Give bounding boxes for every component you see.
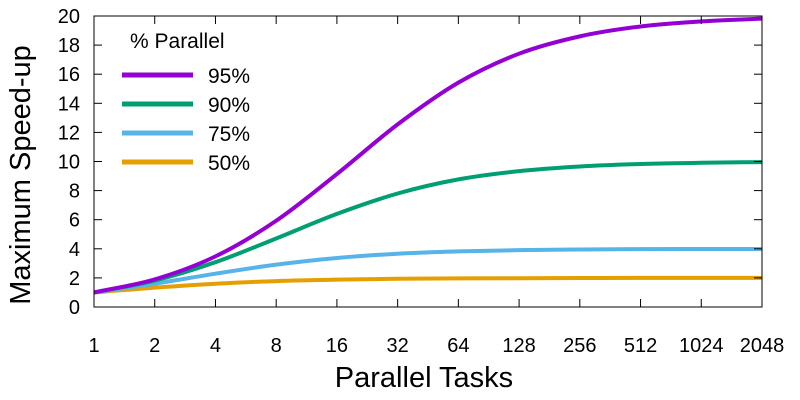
legend-title: % Parallel [130,30,225,53]
legend-label-50pct: 50% [208,152,250,175]
y-tick-label: 12 [58,122,80,144]
x-tick-label: 128 [502,335,535,357]
series-line-75pct [93,246,762,295]
x-tick-label: 32 [387,335,409,357]
plot-lines [93,16,763,295]
y-tick-label: 6 [69,210,80,232]
x-tick-label: 1024 [679,335,724,357]
y-tick-label: 2 [69,268,80,290]
legend-label-95pct: 95% [208,65,250,88]
y-tick-label: 4 [69,239,80,261]
y-axis-title: Maximum Speed-up [5,45,37,305]
x-tick-label: 4 [210,335,221,357]
x-tick-label: 64 [447,335,469,357]
x-tick-label: 512 [624,335,657,357]
x-tick-label: 8 [271,335,282,357]
y-tick-label: 10 [58,152,80,174]
x-tick-label: 16 [326,335,348,357]
series-line-95pct [93,16,763,295]
x-tick-label: 2 [149,335,160,357]
legend-label-90pct: 90% [208,94,250,117]
x-axis: 1 2 4 8 16 32 64 128 256 512 1024 2048 [88,16,784,357]
y-tick-label: 8 [69,181,80,203]
x-axis-title: Parallel Tasks [335,362,513,394]
legend-label-75pct: 75% [208,123,250,146]
x-tick-label: 256 [563,335,596,357]
y-tick-label: 14 [58,93,80,115]
series-line-90pct [93,160,763,295]
y-tick-label: 20 [58,6,80,28]
series-line-50pct [93,275,762,295]
y-axis: 0 2 4 6 8 10 12 14 16 18 20 [58,6,762,319]
x-tick-label: 2048 [740,335,785,357]
legend: % Parallel 95% 90% 75% 50% [122,30,250,175]
y-tick-label: 16 [58,64,80,86]
y-tick-label: 18 [58,35,80,57]
x-tick-label: 1 [88,335,99,357]
y-tick-label: 0 [69,297,80,319]
